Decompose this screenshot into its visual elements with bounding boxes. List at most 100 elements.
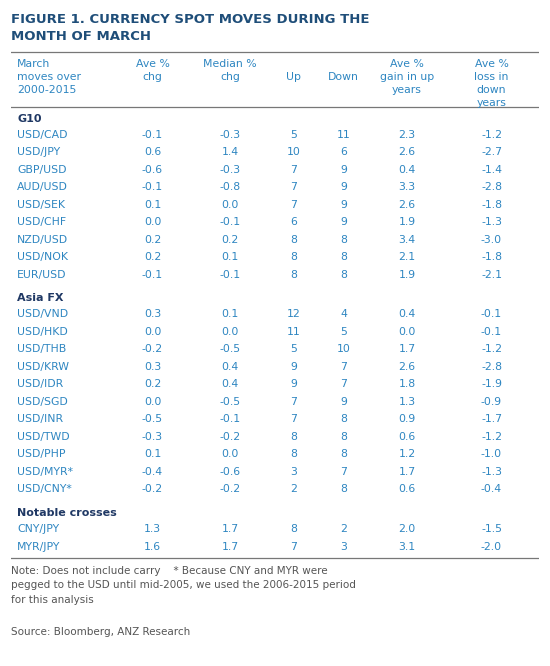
Text: -0.8: -0.8	[219, 182, 241, 192]
Text: -0.2: -0.2	[142, 484, 163, 494]
Text: 3.4: 3.4	[398, 234, 416, 244]
Text: 9: 9	[290, 362, 297, 372]
Text: 3.1: 3.1	[398, 541, 416, 551]
Text: 9: 9	[340, 182, 347, 192]
Text: Down: Down	[328, 72, 359, 82]
Text: -0.5: -0.5	[219, 397, 241, 407]
Text: 0.6: 0.6	[398, 432, 416, 442]
Text: Asia FX: Asia FX	[18, 293, 64, 303]
Text: 9: 9	[340, 165, 347, 174]
Text: 0.0: 0.0	[222, 327, 239, 337]
Text: -0.1: -0.1	[219, 414, 241, 424]
Text: -1.3: -1.3	[481, 467, 502, 477]
Text: March: March	[18, 59, 51, 69]
Text: 7: 7	[290, 165, 297, 174]
Text: Up: Up	[286, 72, 301, 82]
Text: Ave %: Ave %	[135, 59, 169, 69]
Text: -0.1: -0.1	[481, 327, 502, 337]
Text: 10: 10	[337, 344, 350, 354]
Text: -0.9: -0.9	[481, 397, 502, 407]
Text: 0.1: 0.1	[144, 200, 161, 210]
Text: -0.5: -0.5	[219, 344, 241, 354]
Text: -0.1: -0.1	[219, 270, 241, 280]
Text: down: down	[477, 85, 506, 95]
Text: 8: 8	[340, 414, 347, 424]
Text: EUR/USD: EUR/USD	[18, 270, 67, 280]
Text: USD/INR: USD/INR	[18, 414, 63, 424]
Text: 8: 8	[290, 234, 297, 244]
Text: 1.3: 1.3	[398, 397, 416, 407]
Text: -0.5: -0.5	[142, 414, 163, 424]
Text: chg: chg	[220, 72, 240, 82]
Text: moves over: moves over	[18, 72, 81, 82]
Text: 2.3: 2.3	[398, 130, 416, 140]
Text: -1.4: -1.4	[481, 165, 502, 174]
Text: USD/KRW: USD/KRW	[18, 362, 69, 372]
Text: -1.3: -1.3	[481, 217, 502, 227]
Text: Ave %: Ave %	[475, 59, 508, 69]
Text: 8: 8	[340, 484, 347, 494]
Text: USD/PHP: USD/PHP	[18, 450, 66, 460]
Text: 2: 2	[340, 524, 347, 534]
Text: years: years	[392, 85, 422, 95]
Text: -2.0: -2.0	[481, 541, 502, 551]
Text: -0.4: -0.4	[142, 467, 163, 477]
Text: -0.4: -0.4	[481, 484, 502, 494]
Text: -1.2: -1.2	[481, 130, 502, 140]
Text: 5: 5	[290, 130, 297, 140]
Text: 0.0: 0.0	[144, 327, 161, 337]
Text: Source: Bloomberg, ANZ Research: Source: Bloomberg, ANZ Research	[11, 627, 190, 637]
Text: -2.8: -2.8	[481, 182, 502, 192]
Text: MONTH OF MARCH: MONTH OF MARCH	[11, 29, 151, 43]
Text: 0.4: 0.4	[398, 310, 416, 320]
Text: 9: 9	[340, 200, 347, 210]
Text: 2000-2015: 2000-2015	[18, 85, 76, 95]
Text: USD/VND: USD/VND	[18, 310, 68, 320]
Text: 1.4: 1.4	[222, 147, 239, 157]
Text: -1.8: -1.8	[481, 252, 502, 262]
Text: 0.3: 0.3	[144, 362, 161, 372]
Text: years: years	[476, 98, 507, 108]
Text: 0.1: 0.1	[144, 450, 161, 460]
Text: MYR/JPY: MYR/JPY	[18, 541, 60, 551]
Text: -0.6: -0.6	[219, 467, 241, 477]
Text: 2: 2	[290, 484, 297, 494]
Text: USD/MYR*: USD/MYR*	[18, 467, 73, 477]
Text: G10: G10	[18, 114, 42, 124]
Text: Note: Does not include carry    * Because CNY and MYR were
pegged to the USD unt: Note: Does not include carry * Because C…	[11, 566, 356, 605]
Text: -3.0: -3.0	[481, 234, 502, 244]
Text: 0.0: 0.0	[144, 397, 161, 407]
Text: 1.7: 1.7	[398, 467, 416, 477]
Text: USD/CAD: USD/CAD	[18, 130, 68, 140]
Text: 7: 7	[340, 380, 347, 390]
Text: 12: 12	[287, 310, 300, 320]
Text: 4: 4	[340, 310, 347, 320]
Text: USD/TWD: USD/TWD	[18, 432, 70, 442]
Text: 3: 3	[290, 467, 297, 477]
Text: 1.9: 1.9	[398, 270, 416, 280]
Text: -0.2: -0.2	[219, 484, 241, 494]
Text: Ave %: Ave %	[390, 59, 424, 69]
Text: USD/HKD: USD/HKD	[18, 327, 68, 337]
Text: 8: 8	[290, 432, 297, 442]
Text: 2.6: 2.6	[398, 147, 416, 157]
Text: 6: 6	[290, 217, 297, 227]
Text: 0.0: 0.0	[398, 327, 416, 337]
Text: 7: 7	[290, 182, 297, 192]
Text: -1.8: -1.8	[481, 200, 502, 210]
Text: USD/NOK: USD/NOK	[18, 252, 68, 262]
Text: USD/IDR: USD/IDR	[18, 380, 64, 390]
Text: 5: 5	[340, 327, 347, 337]
Text: 8: 8	[290, 450, 297, 460]
Text: 7: 7	[340, 362, 347, 372]
Text: -1.2: -1.2	[481, 432, 502, 442]
Text: 0.4: 0.4	[222, 362, 239, 372]
Text: 3: 3	[340, 541, 347, 551]
Text: 0.0: 0.0	[222, 450, 239, 460]
Text: 8: 8	[340, 432, 347, 442]
Text: 0.1: 0.1	[222, 310, 239, 320]
Text: 0.3: 0.3	[144, 310, 161, 320]
Text: -0.3: -0.3	[219, 165, 241, 174]
Text: 0.2: 0.2	[144, 234, 161, 244]
Text: -2.1: -2.1	[481, 270, 502, 280]
